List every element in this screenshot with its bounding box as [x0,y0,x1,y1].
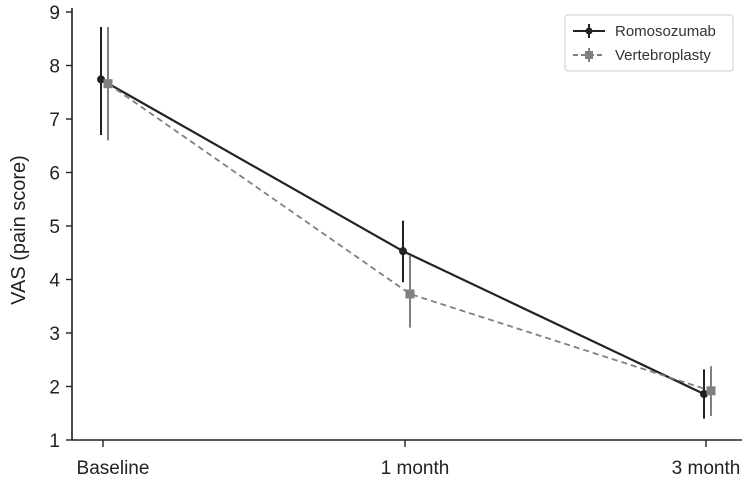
series-romosozumab [97,26,708,419]
series-vertebroplasty [103,26,716,416]
data-point [706,386,716,396]
x-tick-label: 3 month [672,458,741,479]
legend-box [564,14,734,72]
data-point [399,247,407,256]
legend: Romosozumab Vertebroplasty [564,14,734,72]
y-tick-label: 1 [49,431,60,452]
data-point [103,79,113,89]
series-line [107,82,712,392]
legend-label: Vertebroplasty [615,47,711,64]
y-tick-label: 9 [49,3,60,24]
y-tick-label: 7 [49,110,60,131]
legend-marker [585,51,593,59]
data-point [700,389,708,398]
y-tick-label: 3 [49,324,60,345]
data-point [97,75,105,84]
legend-marker [585,27,593,35]
data-point [405,289,415,299]
x-tick-label: 1 month [381,458,450,479]
y-tick-label: 8 [49,57,60,78]
y-tick-label: 4 [49,271,60,292]
y-tick-label: 5 [49,217,60,238]
series-layer [97,26,716,419]
x-tick-label: Baseline [77,458,150,479]
y-axis-title: VAS (pain score) [8,155,30,305]
axes: 1 2 3 4 5 6 7 8 9 Baseline 1 month 3 month VAS (pain… [8,3,742,479]
y-tick-label: 2 [49,378,60,399]
legend-label: Romosozumab [615,23,716,40]
y-tick-label: 6 [49,164,60,185]
